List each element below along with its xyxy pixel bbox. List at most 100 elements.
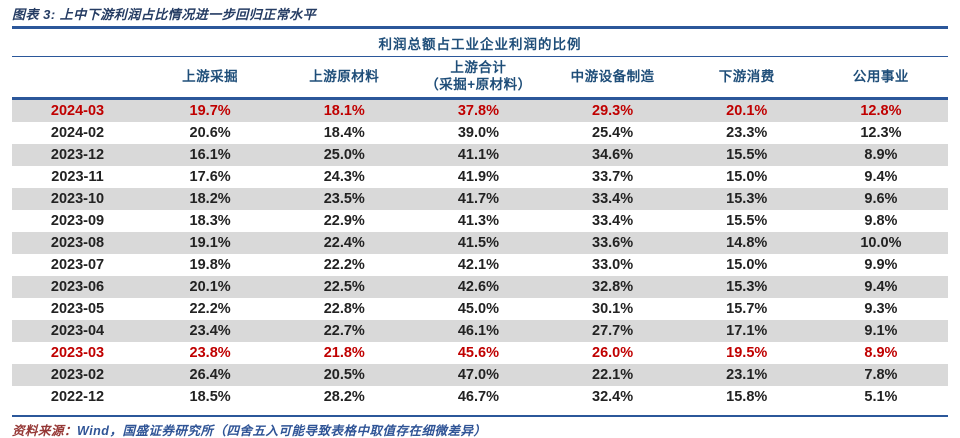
table-cell: 18.3%: [189, 213, 231, 229]
table-cell: 26.0%: [592, 345, 634, 361]
table-cell: 9.8%: [864, 213, 898, 229]
table-cell: 19.7%: [189, 103, 231, 119]
top-rule: [12, 26, 948, 29]
table-cell: 8.9%: [864, 345, 898, 361]
table-cell: 15.0%: [726, 257, 768, 273]
table-row-2023-04: 2023-04 23.4% 22.7% 46.1% 27.7% 17.1% 9.1%: [12, 320, 948, 342]
table-cell: 9.1%: [864, 323, 898, 339]
row-date: 2024-02: [50, 125, 105, 141]
table-cell: 7.8%: [864, 367, 898, 383]
table-cell: 33.7%: [592, 169, 634, 185]
table-cell: 19.8%: [189, 257, 231, 273]
table-cell: 46.7%: [457, 389, 499, 405]
table-cell: 41.7%: [457, 191, 499, 207]
table-cell: 42.6%: [457, 279, 499, 295]
table-cell: 15.3%: [726, 279, 768, 295]
table-cell: 46.1%: [457, 323, 499, 339]
table-cell: 24.3%: [323, 169, 365, 185]
source-text: Wind，国盛证券研究所（四舍五入可能导致表格中取值存在细微差异）: [77, 424, 487, 438]
table-cell: 37.8%: [457, 103, 499, 119]
table-row-2023-12: 2023-12 16.1% 25.0% 41.1% 34.6% 15.5% 8.9%: [12, 144, 948, 166]
table-cell: 9.9%: [864, 257, 898, 273]
table-cell: 18.1%: [323, 103, 365, 119]
row-date: 2023-12: [50, 147, 105, 163]
table-cell: 27.7%: [592, 323, 634, 339]
table-cell: 45.0%: [457, 301, 499, 317]
table-row-2023-11: 2023-11 17.6% 24.3% 41.9% 33.7% 15.0% 9.4%: [12, 166, 948, 188]
table-cell: 22.1%: [592, 367, 634, 383]
table-cell: 8.9%: [864, 147, 898, 163]
table-cell: 10.0%: [860, 235, 902, 251]
table-cell: 33.4%: [592, 191, 634, 207]
table-cell: 33.4%: [592, 213, 634, 229]
table-cell: 45.6%: [457, 345, 499, 361]
table-cell: 15.5%: [726, 213, 768, 229]
table-row-2023-09: 2023-09 18.3% 22.9% 41.3% 33.4% 15.5% 9.8%: [12, 210, 948, 232]
table-cell: 22.5%: [323, 279, 365, 295]
row-date: 2023-07: [50, 257, 105, 273]
table-group-header-row: 利润总额占工业企业利润的比例: [12, 29, 948, 57]
table-cell: 18.2%: [189, 191, 231, 207]
profit-share-table: 利润总额占工业企业利润的比例 上游采掘 上游原材料 上游合计 （采掘+原材料） 中游设…: [12, 29, 948, 408]
table-cell: 5.1%: [864, 389, 898, 405]
table-cell: 22.8%: [323, 301, 365, 317]
table-cell: 20.1%: [189, 279, 231, 295]
table-cell: 9.3%: [864, 301, 898, 317]
source-note: 资料来源：Wind，国盛证券研究所（四舍五入可能导致表格中取值存在细微差异）: [12, 422, 948, 438]
table-cell: 23.8%: [189, 345, 231, 361]
table-cell: 34.6%: [592, 147, 634, 163]
column-header-5: 下游消费: [679, 56, 814, 100]
table-cell: 28.2%: [323, 389, 365, 405]
row-date: 2022-12: [50, 389, 105, 405]
table-cell: 18.4%: [323, 125, 365, 141]
table-cell: 16.1%: [189, 147, 231, 163]
table-body: 2024-03 19.7% 18.1% 37.8% 29.3% 20.1% 12.8% 202…: [12, 98, 948, 409]
table-cell: 15.7%: [726, 301, 768, 317]
table-cell: 9.4%: [864, 279, 898, 295]
table-cell: 41.5%: [457, 235, 499, 251]
table-cell: 33.0%: [592, 257, 634, 273]
table-cell: 22.4%: [323, 235, 365, 251]
table-cell: 22.2%: [189, 301, 231, 317]
table-cell: 42.1%: [457, 257, 499, 273]
table-cell: 30.1%: [592, 301, 634, 317]
table-cell: 41.9%: [457, 169, 499, 185]
table-cell: 15.5%: [726, 147, 768, 163]
table-cell: 23.5%: [323, 191, 365, 207]
table-cell: 20.6%: [189, 125, 231, 141]
figure-caption: 图表 3: 上中下游利润占比情况进一步回归正常水平: [12, 7, 317, 22]
row-date: 2023-08: [50, 235, 105, 251]
table-cell: 32.4%: [592, 389, 634, 405]
table-cell: 29.3%: [592, 103, 634, 119]
table-cell: 22.7%: [323, 323, 365, 339]
row-date: 2024-03: [50, 103, 105, 119]
table-cell: 20.5%: [323, 367, 365, 383]
column-header-2: 上游原材料: [277, 56, 412, 100]
table-cell: 15.8%: [726, 389, 768, 405]
row-date: 2023-09: [50, 213, 105, 229]
column-header-4: 中游设备制造: [545, 56, 680, 100]
table-cell: 20.1%: [726, 103, 768, 119]
table-cell: 25.4%: [592, 125, 634, 141]
table-cell: 9.4%: [864, 169, 898, 185]
row-date: 2023-05: [50, 301, 105, 317]
table-cell: 15.0%: [726, 169, 768, 185]
table-cell: 22.2%: [323, 257, 365, 273]
row-date: 2023-10: [50, 191, 105, 207]
table-cell: 15.3%: [726, 191, 768, 207]
table-row-2023-07: 2023-07 19.8% 22.2% 42.1% 33.0% 15.0% 9.9%: [12, 254, 948, 276]
table-row-2023-02: 2023-02 26.4% 20.5% 47.0% 22.1% 23.1% 7.8%: [12, 364, 948, 386]
table-cell: 12.8%: [860, 103, 902, 119]
table-row-2023-10: 2023-10 18.2% 23.5% 41.7% 33.4% 15.3% 9.6%: [12, 188, 948, 210]
table-cell: 47.0%: [457, 367, 499, 383]
table-cell: 41.3%: [457, 213, 499, 229]
table-row-2023-03: 2023-03 23.8% 21.8% 45.6% 26.0% 19.5% 8.9%: [12, 342, 948, 364]
table-group-header: 利润总额占工业企业利润的比例: [12, 29, 948, 57]
table-cell: 17.1%: [726, 323, 768, 339]
table-cell: 14.8%: [726, 235, 768, 251]
table-cell: 25.0%: [323, 147, 365, 163]
table-cell: 33.6%: [592, 235, 634, 251]
column-header-date: [12, 56, 144, 100]
column-header-1: 上游采掘: [143, 56, 278, 100]
